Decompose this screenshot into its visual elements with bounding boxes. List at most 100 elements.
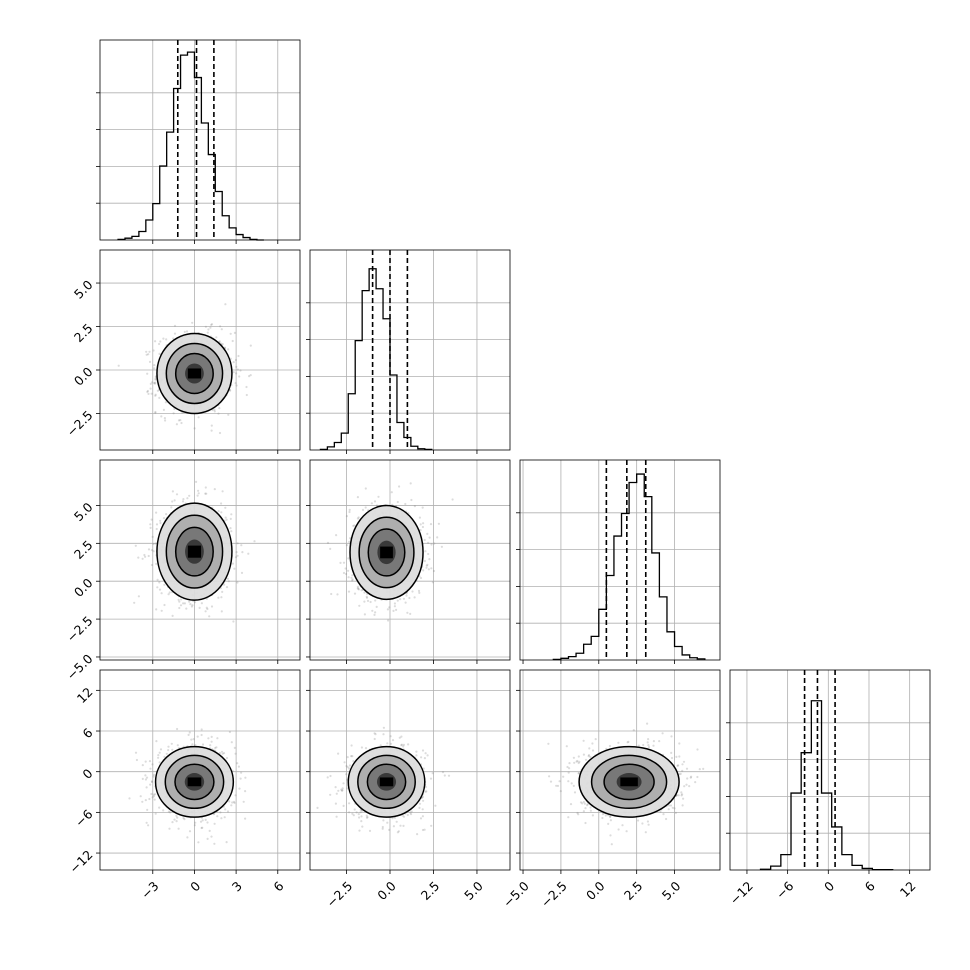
sample-point — [197, 489, 200, 492]
sample-point — [223, 346, 227, 349]
sample-point — [165, 752, 168, 755]
sample-point — [424, 752, 427, 755]
sample-point — [145, 821, 148, 824]
sample-point — [232, 371, 235, 374]
sample-point — [222, 752, 226, 755]
sample-point — [401, 814, 404, 817]
sample-point — [229, 517, 232, 521]
sample-point — [149, 523, 152, 526]
sample-point — [234, 752, 237, 755]
sample-point — [160, 609, 163, 612]
sample-point — [351, 755, 354, 758]
sample-point — [194, 821, 197, 824]
sample-point — [193, 427, 196, 430]
sample-point — [398, 736, 401, 739]
sample-point — [188, 600, 191, 603]
sample-point — [167, 810, 170, 813]
sample-point — [218, 751, 221, 755]
sample-point — [588, 747, 591, 750]
sample-point — [231, 562, 234, 565]
sample-point — [589, 806, 592, 809]
sample-point — [359, 811, 362, 814]
sample-point — [402, 824, 405, 828]
sample-point — [402, 815, 406, 818]
density-frame — [99, 249, 301, 451]
sample-point — [150, 518, 153, 521]
sample-point — [237, 765, 240, 768]
sample-point — [440, 545, 443, 548]
density-frame — [99, 669, 301, 871]
sample-point — [144, 778, 147, 781]
sample-point — [573, 761, 576, 764]
sample-point — [607, 822, 610, 826]
sample-point — [353, 808, 356, 811]
sample-point — [402, 745, 405, 748]
sample-point — [422, 522, 425, 525]
contour-line — [349, 504, 424, 601]
sample-point — [234, 794, 237, 797]
sample-point — [358, 816, 361, 819]
sample-point — [562, 775, 565, 778]
sample-point — [235, 551, 238, 554]
sample-point — [391, 739, 395, 742]
sample-point — [231, 339, 234, 343]
sample-point — [549, 780, 553, 783]
histogram-panel-3 — [726, 670, 930, 874]
sample-point — [224, 303, 227, 306]
sample-point — [421, 506, 424, 509]
sample-point — [175, 423, 178, 426]
sample-point — [348, 510, 351, 514]
density-peak — [379, 777, 394, 787]
sample-point — [399, 824, 402, 827]
contour-line — [174, 526, 214, 577]
sample-point — [163, 583, 166, 586]
sample-point — [165, 338, 168, 341]
sample-point — [342, 782, 345, 785]
sample-point — [217, 510, 220, 513]
sample-point — [218, 431, 222, 435]
sample-point — [153, 798, 156, 801]
contour-line — [358, 516, 415, 589]
sample-point — [160, 592, 163, 595]
sample-point — [326, 541, 330, 545]
sample-point — [233, 801, 236, 805]
sample-point — [200, 733, 203, 737]
sample-point — [369, 600, 372, 604]
contour-line — [366, 763, 407, 801]
sample-point — [386, 821, 389, 824]
sample-point — [424, 550, 427, 553]
sample-point — [150, 780, 154, 784]
sample-point — [199, 820, 203, 823]
sample-point — [198, 606, 201, 610]
sample-point — [409, 482, 412, 485]
sample-point — [158, 761, 161, 764]
sample-point — [134, 544, 137, 547]
sample-point — [238, 787, 241, 790]
sample-point — [141, 777, 144, 781]
sample-point — [150, 563, 153, 567]
sample-point — [365, 596, 369, 599]
sample-point — [216, 815, 219, 818]
sample-point — [134, 751, 138, 754]
sample-point — [152, 550, 155, 553]
sample-point — [171, 748, 174, 751]
sample-point — [192, 738, 195, 741]
sample-point — [236, 368, 239, 371]
sample-point — [197, 416, 200, 419]
histogram-frame — [99, 39, 301, 241]
sample-point — [201, 826, 204, 829]
sample-point — [345, 773, 348, 776]
sample-point — [144, 774, 147, 777]
sample-point — [447, 774, 451, 777]
sample-point — [213, 488, 216, 491]
sample-point — [396, 500, 399, 504]
contour-line — [357, 754, 416, 810]
panel-content — [100, 460, 300, 660]
sample-point — [685, 783, 688, 786]
sample-point — [348, 802, 351, 805]
sample-point — [232, 361, 235, 364]
sample-point — [356, 496, 359, 499]
sample-point — [409, 612, 412, 616]
sample-point — [418, 591, 421, 595]
